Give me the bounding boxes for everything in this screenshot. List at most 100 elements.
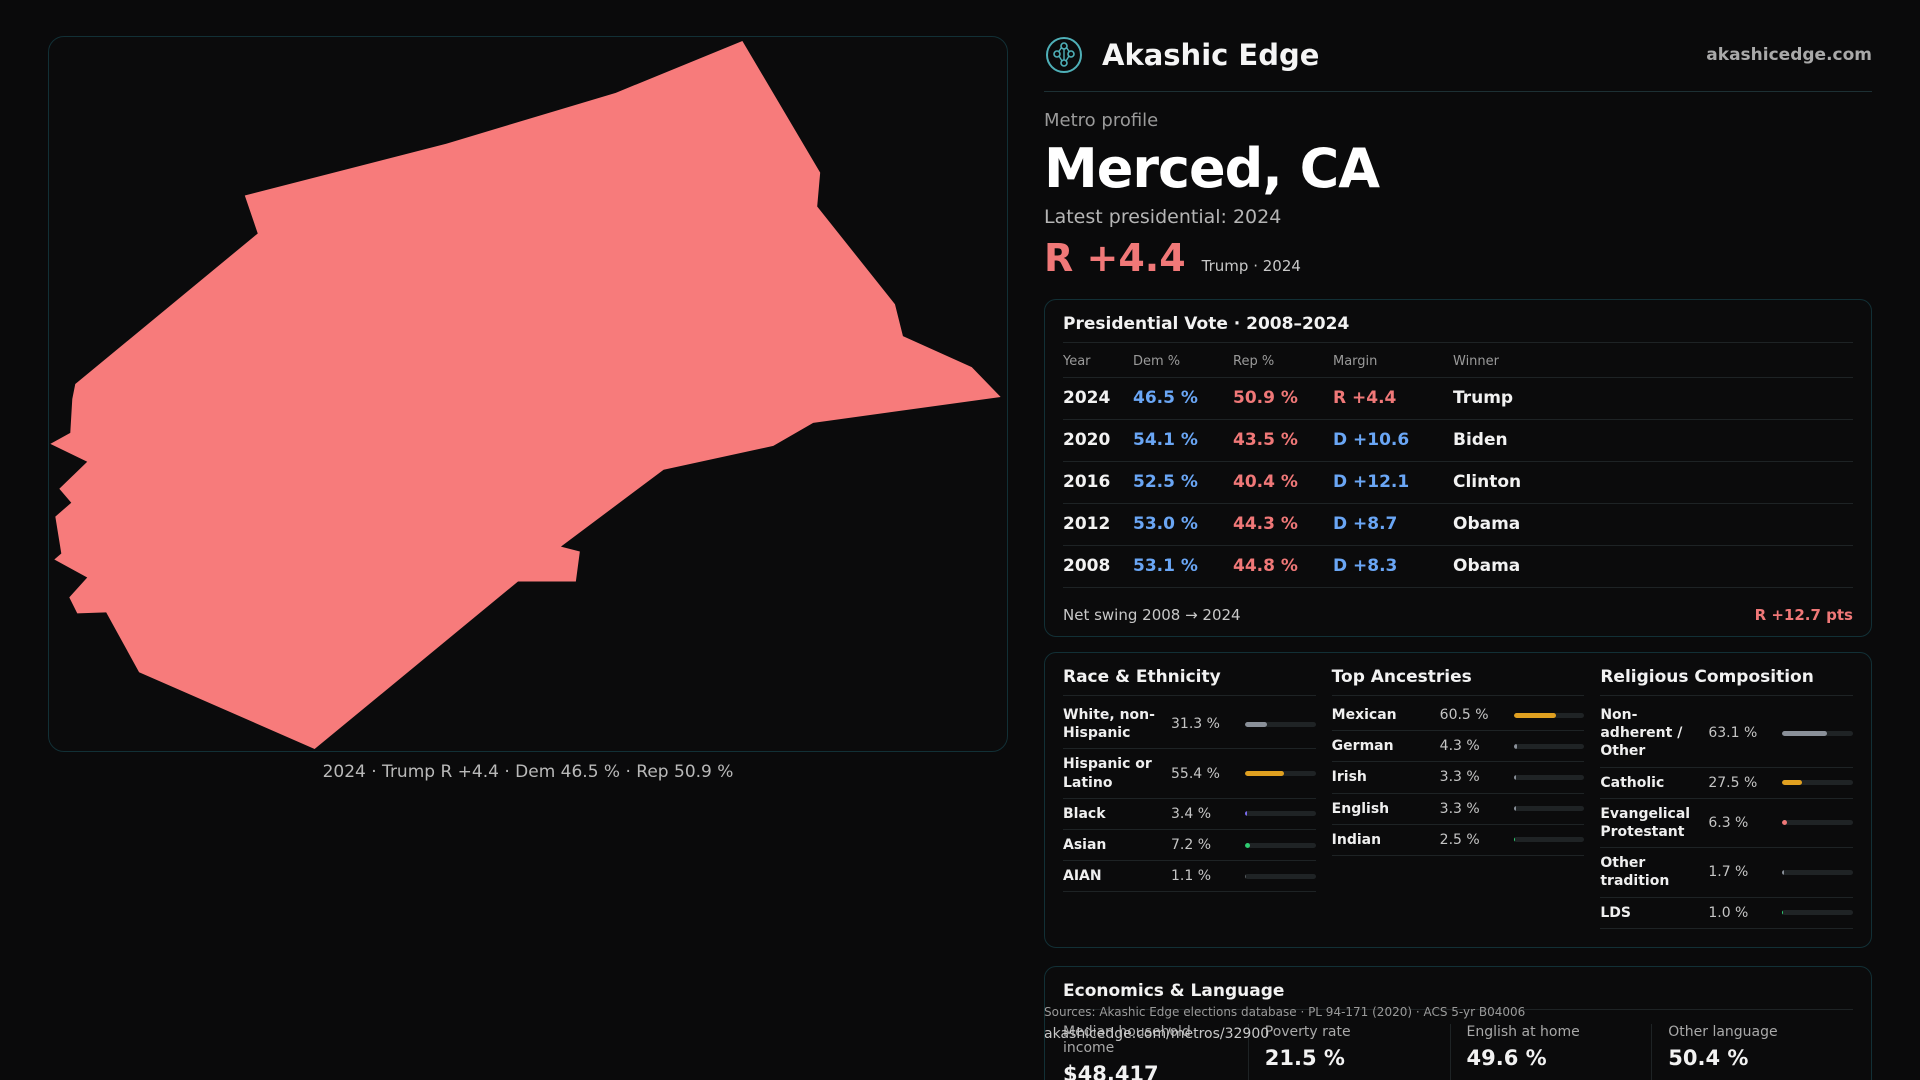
list-item-label: English xyxy=(1331,800,1390,817)
share-bar xyxy=(1782,869,1854,875)
share-bar-fill xyxy=(1782,869,1784,875)
stat-cell: Median household income $48,417 xyxy=(1063,1024,1248,1080)
metro-map xyxy=(48,36,1008,752)
list-item: Irish 3.3 % xyxy=(1331,762,1585,794)
profile-eyebrow: Metro profile xyxy=(1044,110,1159,131)
col-margin: Margin xyxy=(1333,347,1453,378)
share-bar-fill xyxy=(1513,806,1516,812)
share-bar xyxy=(1782,910,1854,916)
list-item-label: Catholic xyxy=(1600,774,1665,791)
cell-rep: 44.8 % xyxy=(1233,545,1333,588)
stat-value: 50.4 % xyxy=(1668,1046,1749,1070)
share-bar xyxy=(1513,743,1585,749)
share-bar xyxy=(1513,774,1585,780)
list-item-label: Evangelical Protestant xyxy=(1600,805,1691,840)
site-url-link[interactable]: akashicedge.com xyxy=(1706,44,1872,65)
list-item: Other tradition 1.7 % xyxy=(1600,848,1854,898)
list-item-pct: 31.3 % xyxy=(1171,716,1220,733)
list-item: White, non-Hispanic 31.3 % xyxy=(1063,700,1316,750)
list-item: AIAN 1.1 % xyxy=(1063,861,1316,893)
page-title: Merced, CA xyxy=(1044,137,1380,200)
share-bar xyxy=(1245,771,1316,777)
race-ethnicity-title: Race & Ethnicity xyxy=(1063,667,1316,696)
cell-year: 2020 xyxy=(1063,419,1133,462)
cell-margin: D +8.7 xyxy=(1333,503,1453,546)
economics-language-title: Economics & Language xyxy=(1063,981,1853,1010)
stat-label: Poverty rate xyxy=(1264,1024,1351,1040)
permalink[interactable]: akashicedge.com/metros/32900 xyxy=(1044,1026,1270,1042)
presidential-vote-table: Year Dem % Rep % Margin Winner 2024 46.5 … xyxy=(1063,347,1853,588)
list-item-pct: 6.3 % xyxy=(1708,814,1749,831)
share-bar xyxy=(1513,837,1585,843)
table-row: 2024 46.5 % 50.9 % R +4.4 Trump xyxy=(1063,377,1853,420)
presidential-vote-card: Presidential Vote · 2008–2024 Year Dem %… xyxy=(1044,299,1872,637)
list-item-pct: 1.7 % xyxy=(1708,864,1749,881)
list-item-pct: 1.0 % xyxy=(1708,904,1749,921)
stat-value: $48,417 xyxy=(1063,1062,1159,1080)
list-item: Indian 2.5 % xyxy=(1331,825,1585,856)
list-item-pct: 2.5 % xyxy=(1439,831,1480,848)
cell-winner: Biden xyxy=(1453,419,1853,462)
stat-cell: Other language 50.4 % xyxy=(1651,1024,1853,1080)
share-bar xyxy=(1245,873,1316,879)
stat-label: Median household income xyxy=(1063,1024,1191,1056)
cell-dem: 54.1 % xyxy=(1133,419,1233,462)
stat-cell: English at home 49.6 % xyxy=(1449,1024,1652,1080)
cell-dem: 53.0 % xyxy=(1133,503,1233,546)
share-bar-fill xyxy=(1782,910,1784,916)
col-year: Year xyxy=(1063,347,1133,378)
list-item-pct: 3.3 % xyxy=(1439,800,1480,817)
share-bar xyxy=(1782,820,1854,826)
county-shape-svg xyxy=(50,40,1001,750)
list-item: LDS 1.0 % xyxy=(1600,898,1854,929)
cell-margin: D +10.6 xyxy=(1333,419,1453,462)
list-item-label: Non-adherent / Other xyxy=(1600,707,1683,760)
latest-margin-sub: Trump · 2024 xyxy=(1201,257,1301,275)
presidential-vote-title: Presidential Vote · 2008–2024 xyxy=(1063,314,1853,343)
share-bar-fill xyxy=(1513,743,1517,749)
sources-note: Sources: Akashic Edge elections database… xyxy=(1044,1005,1526,1019)
latest-margin: R +4.4 Trump · 2024 xyxy=(1044,236,1872,280)
economics-language-card: Economics & Language Median household in… xyxy=(1044,966,1872,1080)
religious-composition-section: Religious Composition Non-adherent / Oth… xyxy=(1600,667,1854,933)
share-bar xyxy=(1782,730,1854,736)
cell-rep: 43.5 % xyxy=(1233,419,1333,462)
demographics-card: Race & Ethnicity White, non-Hispanic 31.3… xyxy=(1044,652,1872,948)
share-bar-fill xyxy=(1245,842,1251,848)
tree-of-life-logo-icon xyxy=(1046,36,1082,73)
cell-dem: 53.1 % xyxy=(1133,545,1233,588)
list-item-pct: 63.1 % xyxy=(1708,725,1758,742)
share-bar-fill xyxy=(1245,771,1285,777)
cell-rep: 40.4 % xyxy=(1233,461,1333,504)
list-item-label: Indian xyxy=(1331,831,1382,848)
share-bar-fill xyxy=(1245,721,1268,727)
share-bar xyxy=(1513,806,1585,812)
cell-rep: 50.9 % xyxy=(1233,377,1333,420)
table-row: 2016 52.5 % 40.4 % D +12.1 Clinton xyxy=(1063,461,1853,504)
share-bar-fill xyxy=(1245,811,1248,817)
share-bar xyxy=(1245,811,1316,817)
net-swing-value: R +12.7 pts xyxy=(1754,605,1853,624)
map-caption: 2024 · Trump R +4.4 · Dem 46.5 % · Rep 5… xyxy=(322,762,734,782)
net-swing-row: Net swing 2008 → 2024 R +12.7 pts xyxy=(1063,606,1853,624)
share-bar xyxy=(1245,842,1316,848)
latest-presidential-label: Latest presidential: 2024 xyxy=(1044,206,1282,228)
col-rep: Rep % xyxy=(1233,347,1333,378)
stat-label: English at home xyxy=(1466,1024,1580,1040)
cell-year: 2008 xyxy=(1063,545,1133,588)
list-item-pct: 55.4 % xyxy=(1171,765,1220,782)
list-item-label: LDS xyxy=(1600,904,1631,921)
list-item-label: Black xyxy=(1063,805,1106,822)
table-row: 2012 53.0 % 44.3 % D +8.7 Obama xyxy=(1063,503,1853,546)
list-item: Asian 7.2 % xyxy=(1063,830,1316,862)
stat-cell: Poverty rate 21.5 % xyxy=(1247,1024,1450,1080)
table-row: 2008 53.1 % 44.8 % D +8.3 Obama xyxy=(1063,545,1853,588)
list-item-pct: 27.5 % xyxy=(1708,774,1758,791)
cell-winner: Obama xyxy=(1453,545,1853,588)
share-bar xyxy=(1782,780,1854,786)
brand-header: Akashic Edge akashicedge.com xyxy=(1044,36,1872,92)
latest-margin-value: R +4.4 xyxy=(1044,236,1186,280)
cell-year: 2024 xyxy=(1063,377,1133,420)
cell-winner: Obama xyxy=(1453,503,1853,546)
list-item-label: White, non-Hispanic xyxy=(1063,707,1155,742)
